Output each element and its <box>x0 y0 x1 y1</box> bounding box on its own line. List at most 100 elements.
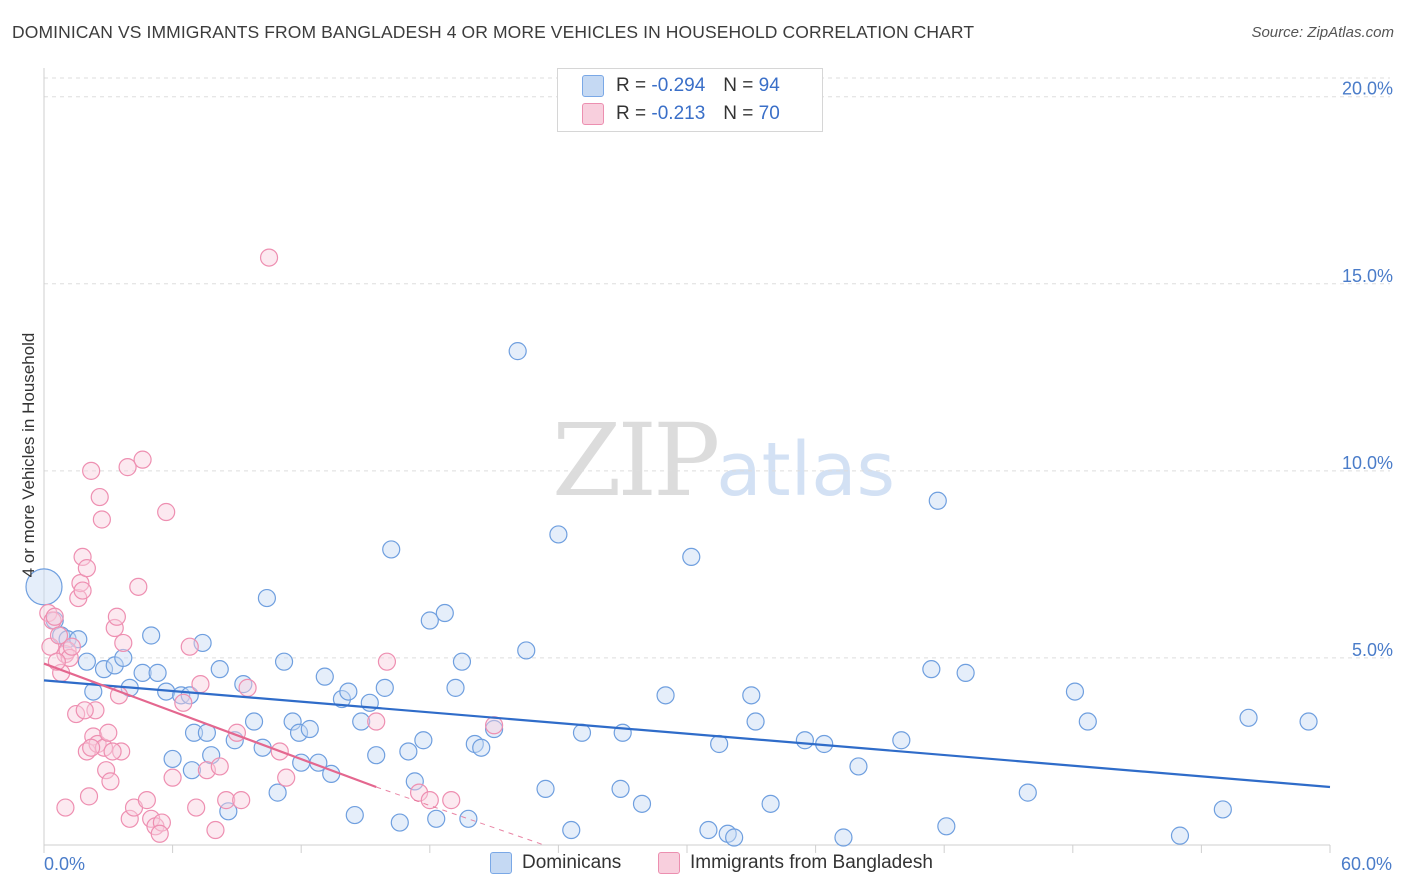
dominican-point <box>656 686 675 705</box>
dominican-point <box>892 731 911 750</box>
dominican-point <box>1078 712 1097 731</box>
bangladesh-point <box>157 502 176 522</box>
dominican-point <box>1065 682 1085 701</box>
bangladesh-point <box>82 738 101 757</box>
bangladesh-point <box>114 633 133 653</box>
bangladesh-point <box>180 637 199 656</box>
bangladesh-point <box>206 820 225 840</box>
dominican-point <box>375 678 394 697</box>
bangladesh-point <box>217 791 236 810</box>
dominican-point <box>300 719 319 739</box>
legend-r-label: R = <box>616 75 647 96</box>
dominican-point <box>536 779 555 798</box>
dominican-point <box>572 723 592 742</box>
bangladesh-point <box>92 510 111 529</box>
dominican-point <box>1018 783 1037 802</box>
dominican-point <box>257 588 277 608</box>
legend-item-bangladesh[interactable]: Immigrants from Bangladesh <box>658 852 933 874</box>
dominican-point <box>937 817 956 836</box>
bangladesh-point <box>377 652 397 671</box>
bangladesh-point <box>191 675 210 694</box>
bangladesh-point <box>105 618 124 638</box>
bangladesh-point <box>277 768 296 787</box>
y-tick-label: 10.0% <box>1342 453 1393 473</box>
bangladesh-point <box>49 626 69 645</box>
dominican-point <box>148 663 167 682</box>
dominican-point <box>517 641 536 660</box>
legend-item-dominicans[interactable]: Dominicans <box>490 852 621 874</box>
dominican-point <box>795 731 814 750</box>
dominican-point <box>761 794 780 813</box>
dominican-point <box>725 828 744 847</box>
y-tick-label: 15.0% <box>1342 266 1393 286</box>
bangladesh-trend-line <box>43 662 377 789</box>
bangladesh-point <box>163 768 182 787</box>
legend-r-value: -0.213 <box>651 103 706 124</box>
bangladesh-point <box>101 772 120 791</box>
dominican-point <box>315 667 334 686</box>
dominican-point <box>210 660 229 679</box>
dominican-point <box>382 540 401 559</box>
dominican-point <box>699 820 718 840</box>
dominican-point <box>562 820 581 840</box>
x-tick-label: 60.0% <box>1341 854 1392 874</box>
bangladesh-point <box>367 712 386 731</box>
source-credit: Source: ZipAtlas.com <box>1251 24 1394 41</box>
dominican-point <box>345 805 364 825</box>
dominican-point <box>1213 800 1232 819</box>
bangladesh-point <box>150 824 169 843</box>
dominican-point <box>84 682 103 701</box>
dominican-point <box>849 757 868 776</box>
dominican-point <box>184 723 204 742</box>
dominican-point <box>142 626 161 645</box>
dominican-point <box>114 648 133 668</box>
dominican-point <box>435 603 454 623</box>
dominican-point <box>289 723 309 742</box>
dominican-point <box>922 660 941 679</box>
dominican-point <box>244 712 264 731</box>
bangladesh-point <box>210 757 229 776</box>
legend-swatch-pink <box>582 103 604 125</box>
bangladesh-point <box>77 559 96 578</box>
dominican-point <box>742 686 761 705</box>
bangladesh-point <box>133 450 152 469</box>
dominican-point <box>452 652 472 671</box>
dominican-point <box>69 630 88 649</box>
chart-title: DOMINICAN VS IMMIGRANTS FROM BANGLADESH … <box>12 22 975 42</box>
legend-swatch-blue <box>582 75 604 97</box>
dominican-point <box>834 828 853 847</box>
dominican-point <box>632 794 652 813</box>
dominican-point <box>682 547 701 567</box>
dominican-point <box>1170 826 1190 845</box>
dominican-point <box>219 802 238 821</box>
legend-swatch-pink <box>658 852 680 874</box>
dominican-point <box>746 712 765 731</box>
dominican-point <box>405 772 424 791</box>
dominican-point <box>367 746 386 765</box>
trend-lines <box>43 662 1331 846</box>
bangladesh-point <box>71 573 90 593</box>
dominican-point <box>390 813 409 832</box>
legend-label: Dominicans <box>522 852 622 873</box>
bangladesh-point <box>120 809 139 828</box>
bangladesh-point <box>409 783 429 802</box>
bangladesh-point <box>118 458 137 477</box>
bangladesh-point <box>259 248 279 267</box>
bangladesh-point <box>75 701 94 720</box>
dominican-point <box>427 809 446 828</box>
bangladesh-points <box>39 248 504 843</box>
dominican-point <box>77 652 96 671</box>
dominican-point <box>446 678 465 697</box>
bangladesh-point <box>187 798 206 817</box>
bangladesh-point <box>99 723 118 742</box>
dominican-point <box>25 568 63 606</box>
bangladesh-point <box>442 791 461 810</box>
dominican-point <box>332 689 352 709</box>
dominican-point <box>414 731 433 750</box>
bangladesh-point <box>152 813 171 832</box>
bangladesh-point <box>174 693 193 712</box>
legend-n-value: 94 <box>758 75 780 96</box>
legend-n-label: N = <box>723 103 754 124</box>
bangladesh-point <box>107 607 126 626</box>
